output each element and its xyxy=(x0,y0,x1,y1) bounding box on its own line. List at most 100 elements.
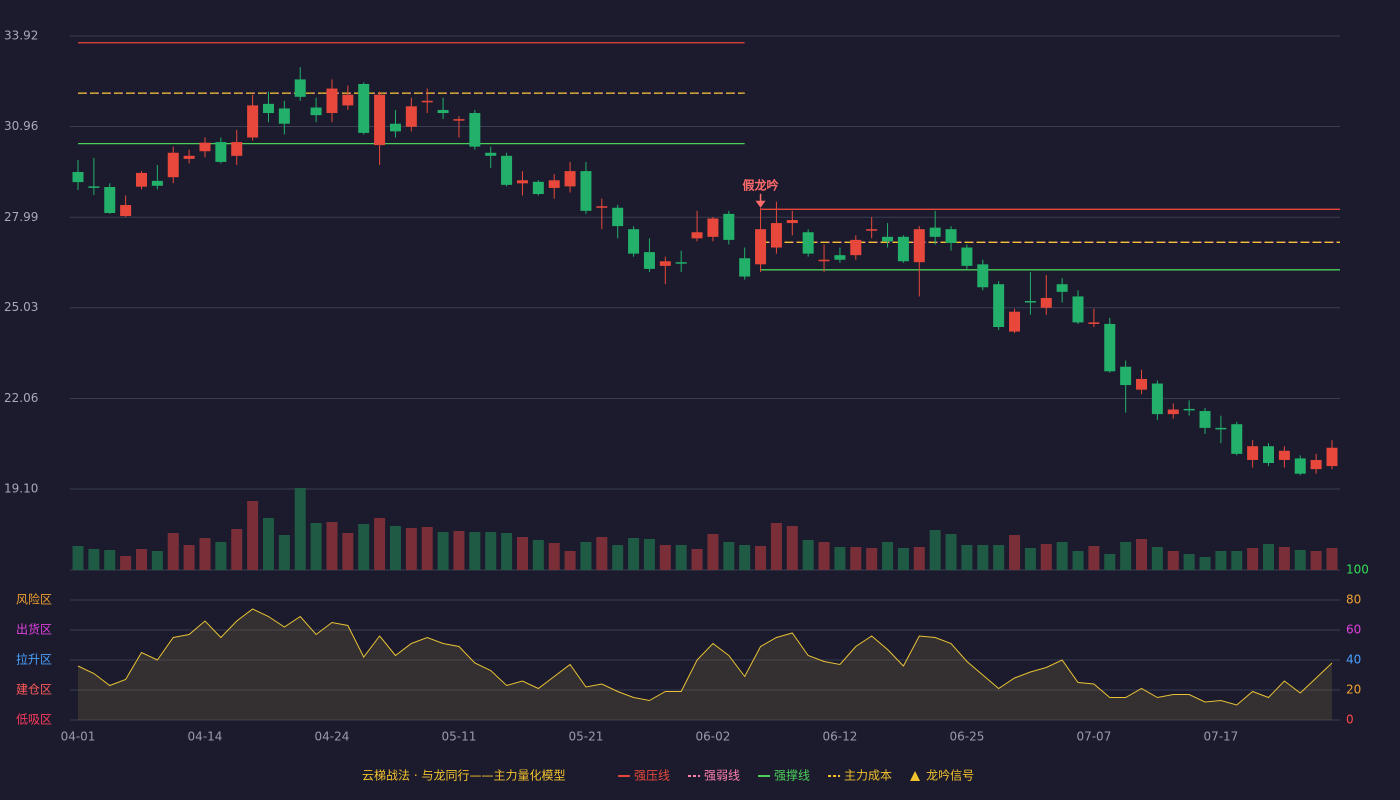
volume-bar xyxy=(961,545,973,570)
candle-body xyxy=(548,180,560,188)
candle-body xyxy=(310,107,322,116)
candle-body xyxy=(675,262,687,264)
zone-label: 建仓区 xyxy=(16,683,52,697)
volume-bar xyxy=(262,518,274,570)
candle-body xyxy=(405,106,417,127)
candle-body xyxy=(88,186,100,188)
candle-body xyxy=(1247,446,1259,460)
volume-bar xyxy=(786,526,798,570)
candle-body xyxy=(1120,366,1132,386)
volume-bar xyxy=(882,542,894,570)
candle-body xyxy=(1024,301,1036,303)
volume-bar xyxy=(548,543,560,570)
candle-body xyxy=(1326,447,1338,467)
x-tick-label: 07-17 xyxy=(1203,730,1238,744)
x-tick-label: 07-07 xyxy=(1076,730,1111,744)
volume-bar xyxy=(1056,542,1068,570)
candle-body xyxy=(199,142,211,152)
candle-body xyxy=(723,213,735,240)
candle-body xyxy=(72,172,84,183)
legend-label: 强压线 xyxy=(634,769,670,783)
volume-bar xyxy=(1215,551,1227,570)
candle-body xyxy=(770,223,782,248)
volume-bar xyxy=(612,545,624,570)
volume-bar xyxy=(167,533,179,570)
candle-body xyxy=(358,83,370,133)
candle-body xyxy=(564,171,576,187)
x-tick-label: 05-21 xyxy=(569,730,604,744)
volume-bar xyxy=(596,537,608,570)
x-tick-label: 04-01 xyxy=(61,730,96,744)
candle-body xyxy=(389,123,401,132)
signal-label: 假龙吟 xyxy=(743,177,779,192)
candle-body xyxy=(977,264,989,288)
candle-body xyxy=(1294,458,1306,474)
volume-bar xyxy=(389,526,401,570)
candle-body xyxy=(516,180,528,184)
legend-swatch xyxy=(910,771,921,781)
candle-body xyxy=(1183,408,1195,411)
candle-body xyxy=(1072,296,1084,323)
volume-bar xyxy=(88,549,100,570)
zone-label: 风险区 xyxy=(16,592,52,607)
volume-bar xyxy=(516,537,528,570)
volume-bar xyxy=(1088,546,1100,570)
y-tick-label: 22.06 xyxy=(4,391,38,405)
x-tick-label: 05-11 xyxy=(442,730,477,744)
x-tick-label: 04-24 xyxy=(315,730,350,744)
osc-area xyxy=(78,609,1332,720)
candle-body xyxy=(120,205,132,217)
volume-bar xyxy=(1151,547,1163,570)
volume-bar xyxy=(1231,551,1243,570)
volume-bar xyxy=(707,534,719,570)
candle-body xyxy=(612,207,624,227)
osc-tick-label: 60 xyxy=(1346,623,1361,637)
volume-bar xyxy=(120,556,132,570)
candle-body xyxy=(1104,323,1116,372)
y-tick-label: 33.92 xyxy=(4,29,38,43)
candle-body xyxy=(866,229,878,231)
y-tick-label: 27.99 xyxy=(4,210,38,224)
candle-body xyxy=(643,252,655,269)
volume-bar xyxy=(564,551,576,570)
volume-bar xyxy=(1294,550,1306,570)
candle-body xyxy=(913,229,925,263)
volume-bar xyxy=(247,501,259,570)
volume-bar xyxy=(1136,539,1148,570)
volume-bar xyxy=(818,542,830,570)
osc-tick-label: 80 xyxy=(1346,593,1361,607)
candle-body xyxy=(501,155,513,185)
volume-bar xyxy=(1167,551,1179,570)
volume-bar xyxy=(1183,554,1195,570)
candle-body xyxy=(850,239,862,256)
x-tick-label: 04-14 xyxy=(188,730,223,744)
volume-bar xyxy=(231,529,243,570)
zone-label: 拉升区 xyxy=(16,652,52,667)
candle-body xyxy=(1215,427,1227,430)
legend-label: 强弱线 xyxy=(704,769,740,783)
candle-body xyxy=(755,229,767,265)
volume-bar xyxy=(977,545,989,570)
candle-body xyxy=(1263,446,1275,464)
candle-body xyxy=(707,218,719,237)
volume-bar xyxy=(485,532,497,570)
candle-body xyxy=(374,94,386,146)
volume-bar xyxy=(453,531,465,570)
candle-body xyxy=(151,180,163,186)
volume-bar xyxy=(104,550,116,570)
volume-bar xyxy=(834,547,846,570)
candle-body xyxy=(1231,424,1243,454)
candle-body xyxy=(215,142,227,162)
candle-body xyxy=(580,171,592,211)
legend-label: 龙吟信号 xyxy=(926,768,974,783)
candle-body xyxy=(945,229,957,243)
signal-arrow xyxy=(755,200,766,208)
candle-body xyxy=(231,142,243,156)
volume-bar xyxy=(1024,548,1036,570)
candle-body xyxy=(1088,322,1100,324)
volume-bar xyxy=(1199,557,1211,570)
volume-bar xyxy=(659,545,671,570)
volume-bar xyxy=(1040,544,1052,570)
